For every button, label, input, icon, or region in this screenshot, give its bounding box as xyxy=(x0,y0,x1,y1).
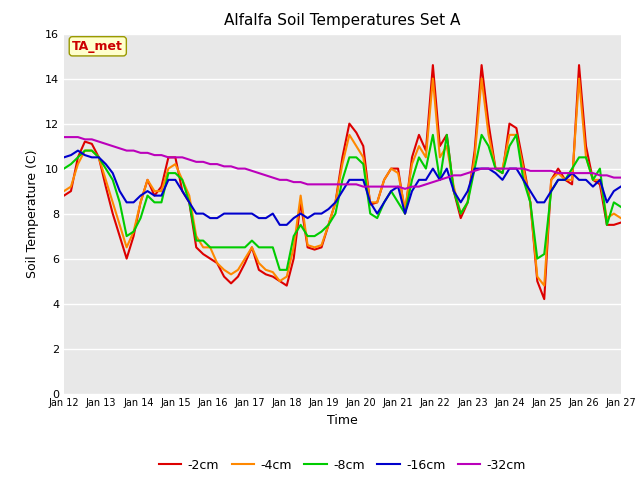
-16cm xyxy=(554,177,562,183)
-32cm xyxy=(60,134,68,140)
-4cm xyxy=(366,200,374,205)
-4cm xyxy=(477,76,485,82)
-8cm xyxy=(527,200,534,205)
-2cm xyxy=(408,155,416,160)
Line: -4cm: -4cm xyxy=(64,79,621,286)
-16cm xyxy=(276,222,284,228)
-2cm xyxy=(520,161,527,167)
-16cm xyxy=(422,177,430,183)
X-axis label: Time: Time xyxy=(327,414,358,427)
Line: -8cm: -8cm xyxy=(64,135,621,270)
-8cm xyxy=(373,215,381,221)
-2cm xyxy=(575,62,583,68)
-8cm xyxy=(575,155,583,160)
-2cm xyxy=(540,296,548,302)
-4cm xyxy=(554,170,562,176)
-32cm xyxy=(401,186,409,192)
-32cm xyxy=(477,166,485,171)
-32cm xyxy=(568,170,576,176)
-8cm xyxy=(554,177,562,183)
-16cm xyxy=(575,177,583,183)
-32cm xyxy=(617,175,625,180)
Legend: -2cm, -4cm, -8cm, -16cm, -32cm: -2cm, -4cm, -8cm, -16cm, -32cm xyxy=(154,454,531,477)
Line: -16cm: -16cm xyxy=(64,151,621,225)
-4cm xyxy=(408,161,416,167)
-2cm xyxy=(617,220,625,226)
-4cm xyxy=(540,283,548,288)
-2cm xyxy=(477,62,485,68)
-8cm xyxy=(60,166,68,171)
-2cm xyxy=(554,166,562,171)
-32cm xyxy=(366,184,374,190)
-16cm xyxy=(74,148,82,154)
-32cm xyxy=(547,168,555,174)
Y-axis label: Soil Temperature (C): Soil Temperature (C) xyxy=(26,149,40,278)
-32cm xyxy=(415,184,423,190)
Line: -32cm: -32cm xyxy=(64,137,621,189)
-8cm xyxy=(276,267,284,273)
-4cm xyxy=(617,215,625,221)
-4cm xyxy=(60,188,68,194)
-32cm xyxy=(520,166,527,171)
-2cm xyxy=(429,62,436,68)
-8cm xyxy=(484,143,492,149)
-4cm xyxy=(429,76,436,82)
-2cm xyxy=(60,192,68,199)
-8cm xyxy=(415,155,423,160)
-16cm xyxy=(484,166,492,171)
Line: -2cm: -2cm xyxy=(64,65,621,299)
-16cm xyxy=(527,188,534,194)
-4cm xyxy=(575,76,583,82)
Title: Alfalfa Soil Temperatures Set A: Alfalfa Soil Temperatures Set A xyxy=(224,13,461,28)
-8cm xyxy=(429,132,436,138)
-16cm xyxy=(60,155,68,160)
-16cm xyxy=(380,200,388,205)
-8cm xyxy=(617,204,625,210)
-4cm xyxy=(520,166,527,171)
-2cm xyxy=(366,202,374,207)
-16cm xyxy=(617,184,625,190)
Text: TA_met: TA_met xyxy=(72,40,124,53)
